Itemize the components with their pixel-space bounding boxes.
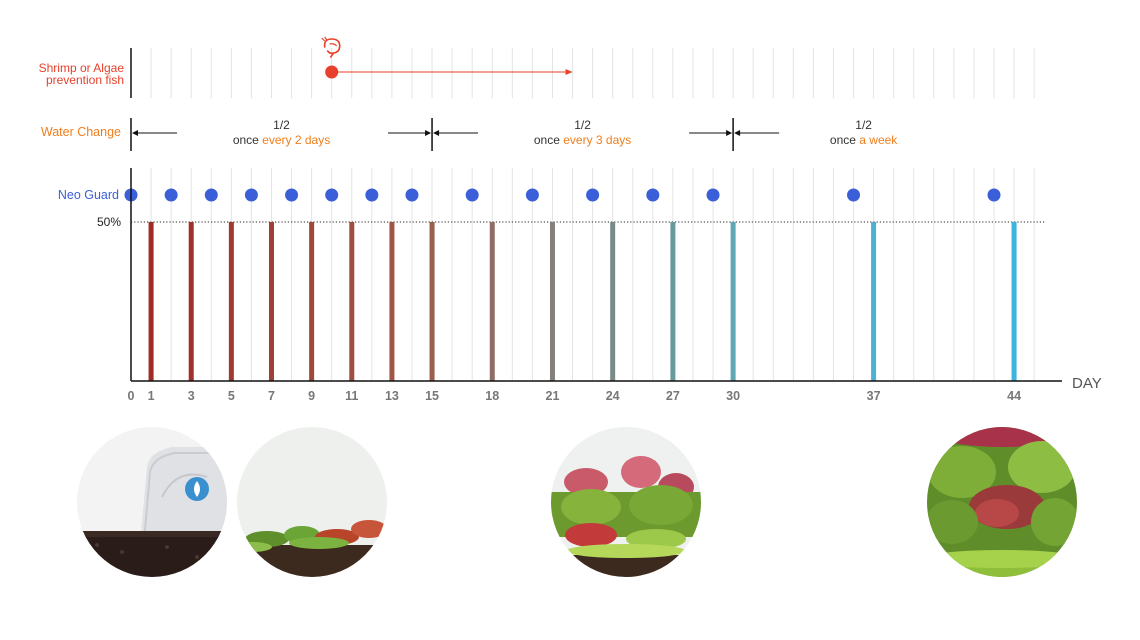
substrate-bag-image [77,427,227,577]
photo-mature-tank [927,427,1077,577]
water-change-bar-day-3 [188,222,194,381]
x-tick-label-7: 7 [268,389,275,403]
period-2-highlight: every 3 days [563,133,631,147]
neo-guard-dose-day-6 [244,188,258,202]
photo-early-planting [237,427,387,577]
shrimp-icon-segment [329,43,338,47]
water-change-bar-day-7 [268,222,274,381]
shrimp-row: Shrimp or Algae prevention fish [39,36,573,98]
water-change-bar-day-1 [148,222,154,381]
period-1-highlight: every 2 days [262,133,330,147]
x-tick-label-15: 15 [425,389,439,403]
neo-guard-dose-day-2 [164,188,178,202]
x-tick-label-21: 21 [546,389,560,403]
shrimp-icon [321,36,341,58]
period-1-prefix: once [233,133,262,147]
water-change-bar-day-37 [871,222,877,381]
neo-guard-dose-day-29 [706,188,720,202]
neo-guard-label: Neo Guard [58,188,119,202]
period-2-frequency: once every 3 days [534,133,631,147]
x-tick-label-0: 0 [128,389,135,403]
shrimp-icon-body [323,38,341,58]
water-change-row: Water Change 1/2 once every 2 days 1/2 o… [41,118,898,151]
period-2-fraction: 1/2 [574,118,591,132]
period-1-fraction: 1/2 [273,118,290,132]
x-tick-label-44: 44 [1007,389,1021,403]
water-change-bar-day-15 [429,222,435,381]
water-change-bar-day-30 [730,222,736,381]
photo-substrate-bag [77,427,227,577]
x-tick-label-13: 13 [385,389,399,403]
x-tick-label-11: 11 [345,389,358,403]
period-3-highlight: a week [859,133,898,147]
x-tick-label-30: 30 [726,389,740,403]
water-change-bar-day-13 [389,222,395,381]
period-1-frequency: once every 2 days [233,133,330,147]
dosing-timeline-chart: Shrimp or Algae prevention fish Water Ch… [39,36,1102,403]
neo-guard-row: Neo Guard [58,188,1001,202]
neo-guard-dose-day-12 [365,188,379,202]
arrow-out-head-1 [433,130,440,136]
period-3-frequency: once a week [830,133,898,147]
arrow-in-head-2 [726,130,733,136]
period-3-fraction: 1/2 [855,118,872,132]
x-tick-label-18: 18 [485,389,499,403]
neo-guard-doses [124,188,1001,202]
shrimp-row-label-line2: prevention fish [46,73,124,87]
shrimp-arrow-head [565,69,573,75]
x-tick-label-1: 1 [148,389,155,403]
period-3-prefix: once [830,133,859,147]
arrow-out-head-2 [734,130,741,136]
water-change-bar-day-21 [549,222,555,381]
x-tick-label-24: 24 [606,389,620,403]
period-2-prefix: once [534,133,563,147]
water-change-bar-day-27 [670,222,676,381]
neo-guard-dose-day-26 [646,188,660,202]
x-axis-label: DAY [1072,375,1102,392]
x-tick-label-9: 9 [308,389,315,403]
neo-guard-dose-day-17 [465,188,479,202]
water-change-bar-day-5 [228,222,234,381]
shrimp-icon-antennae [321,36,328,42]
water-change-label: Water Change [41,125,121,139]
x-tick-label-5: 5 [228,389,235,403]
mature-tank-image [927,427,1077,577]
neo-guard-dose-day-10 [325,188,339,202]
early-planting-image [237,427,387,577]
shrimp-row-label-line1: Shrimp or Algae [39,61,125,75]
water-change-bar-day-44 [1011,222,1017,381]
neo-guard-dose-day-36 [847,188,861,202]
neo-guard-dose-day-23 [586,188,600,202]
water-change-bar-day-18 [489,222,495,381]
water-change-bar-day-11 [349,222,355,381]
neo-guard-dose-day-4 [204,188,218,202]
photo-growing-tank [551,427,701,577]
x-tick-label-27: 27 [666,389,680,403]
growing-tank-image [551,427,701,577]
neo-guard-dose-day-43 [987,188,1001,202]
water-change-bar-day-9 [309,222,315,381]
neo-guard-dose-day-14 [405,188,419,202]
neo-guard-dose-day-8 [285,188,299,202]
reference-50-percent-label: 50% [97,215,121,229]
water-change-boundaries [130,118,780,151]
arrow-out-head-0 [132,130,138,136]
x-tick-label-3: 3 [188,389,195,403]
neo-guard-dose-day-20 [525,188,539,202]
day-gridlines [150,48,1035,381]
x-tick-labels: 0 1 3 5 7 9 11 13 15 18 21 24 27 30 37 44 [128,389,1022,403]
x-tick-label-37: 37 [867,389,881,403]
water-change-bar-day-24 [610,222,616,381]
water-change-bars [148,222,1017,381]
arrow-in-head-1 [425,130,432,136]
